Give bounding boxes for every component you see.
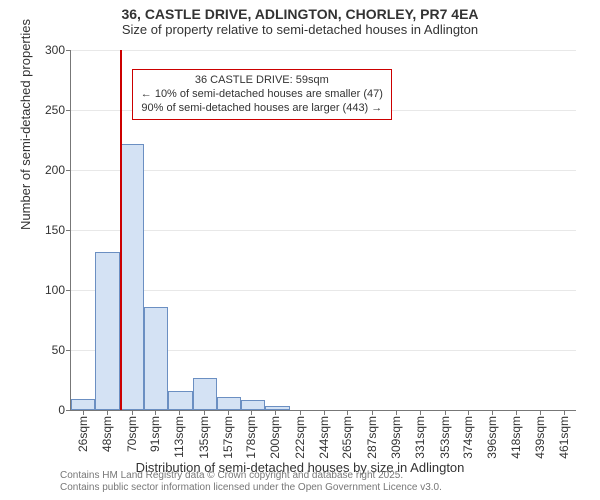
- x-tick-label: 439sqm: [533, 416, 547, 459]
- x-tick-label: 331sqm: [413, 416, 427, 459]
- x-tick-mark: [492, 410, 493, 415]
- y-tick-label: 300: [45, 43, 65, 57]
- x-tick-label: 309sqm: [389, 416, 403, 459]
- footer-line2: Contains public sector information licen…: [60, 482, 442, 494]
- x-tick-mark: [347, 410, 348, 415]
- x-tick-label: 222sqm: [293, 416, 307, 459]
- y-tick-mark: [66, 290, 71, 291]
- x-tick-mark: [83, 410, 84, 415]
- annotation-line: ← 10% of semi-detached houses are smalle…: [141, 88, 383, 102]
- annotation-line: 36 CASTLE DRIVE: 59sqm: [141, 74, 383, 88]
- y-tick-label: 100: [45, 283, 65, 297]
- x-tick-mark: [445, 410, 446, 415]
- y-tick-mark: [66, 110, 71, 111]
- gridline: [71, 290, 576, 291]
- y-tick-label: 250: [45, 103, 65, 117]
- chart-title-line2: Size of property relative to semi-detach…: [0, 22, 600, 37]
- x-tick-mark: [300, 410, 301, 415]
- x-tick-mark: [228, 410, 229, 415]
- footer-line1: Contains HM Land Registry data © Crown c…: [60, 470, 442, 482]
- x-tick-mark: [420, 410, 421, 415]
- x-tick-label: 461sqm: [557, 416, 571, 459]
- x-tick-mark: [107, 410, 108, 415]
- chart-title-line1: 36, CASTLE DRIVE, ADLINGTON, CHORLEY, PR…: [0, 6, 600, 22]
- x-tick-mark: [324, 410, 325, 415]
- annotation-line: 90% of semi-detached houses are larger (…: [141, 102, 383, 116]
- x-tick-label: 418sqm: [509, 416, 523, 459]
- x-tick-label: 157sqm: [221, 416, 235, 459]
- x-tick-mark: [132, 410, 133, 415]
- histogram-bar: [241, 400, 265, 410]
- x-tick-label: 70sqm: [125, 416, 139, 452]
- gridline: [71, 230, 576, 231]
- y-tick-mark: [66, 50, 71, 51]
- x-tick-label: 135sqm: [197, 416, 211, 459]
- histogram-bar: [95, 252, 119, 410]
- y-tick-label: 50: [52, 343, 65, 357]
- plot-area: 05010015020025030026sqm48sqm70sqm91sqm11…: [70, 50, 576, 411]
- x-tick-label: 91sqm: [148, 416, 162, 452]
- x-tick-label: 200sqm: [268, 416, 282, 459]
- y-tick-label: 200: [45, 163, 65, 177]
- reference-line: [120, 50, 122, 410]
- chart-title-block: 36, CASTLE DRIVE, ADLINGTON, CHORLEY, PR…: [0, 0, 600, 37]
- y-tick-mark: [66, 230, 71, 231]
- histogram-bar: [193, 378, 217, 410]
- histogram-bar: [71, 399, 95, 410]
- x-tick-label: 26sqm: [76, 416, 90, 452]
- gridline: [71, 170, 576, 171]
- histogram-bar: [217, 397, 241, 410]
- x-tick-label: 48sqm: [100, 416, 114, 452]
- x-tick-mark: [179, 410, 180, 415]
- histogram-chart: 05010015020025030026sqm48sqm70sqm91sqm11…: [70, 50, 575, 410]
- x-tick-label: 287sqm: [365, 416, 379, 459]
- x-tick-mark: [516, 410, 517, 415]
- annotation-box: 36 CASTLE DRIVE: 59sqm← 10% of semi-deta…: [132, 69, 392, 120]
- x-tick-mark: [251, 410, 252, 415]
- x-tick-label: 265sqm: [340, 416, 354, 459]
- x-tick-mark: [396, 410, 397, 415]
- x-tick-label: 374sqm: [461, 416, 475, 459]
- x-tick-label: 178sqm: [244, 416, 258, 459]
- histogram-bar: [120, 144, 144, 410]
- chart-footer: Contains HM Land Registry data © Crown c…: [60, 470, 442, 494]
- x-tick-mark: [540, 410, 541, 415]
- y-tick-label: 150: [45, 223, 65, 237]
- x-tick-mark: [204, 410, 205, 415]
- x-tick-mark: [564, 410, 565, 415]
- x-tick-label: 244sqm: [317, 416, 331, 459]
- x-tick-label: 113sqm: [172, 416, 186, 458]
- x-tick-label: 353sqm: [438, 416, 452, 459]
- x-tick-mark: [155, 410, 156, 415]
- histogram-bar: [265, 406, 289, 410]
- gridline: [71, 50, 576, 51]
- y-tick-label: 0: [58, 403, 65, 417]
- y-tick-mark: [66, 350, 71, 351]
- y-tick-mark: [66, 410, 71, 411]
- histogram-bar: [144, 307, 168, 410]
- y-tick-mark: [66, 170, 71, 171]
- x-tick-mark: [372, 410, 373, 415]
- y-axis-label: Number of semi-detached properties: [18, 19, 33, 230]
- histogram-bar: [168, 391, 192, 410]
- x-tick-mark: [275, 410, 276, 415]
- x-tick-label: 396sqm: [485, 416, 499, 459]
- x-tick-mark: [468, 410, 469, 415]
